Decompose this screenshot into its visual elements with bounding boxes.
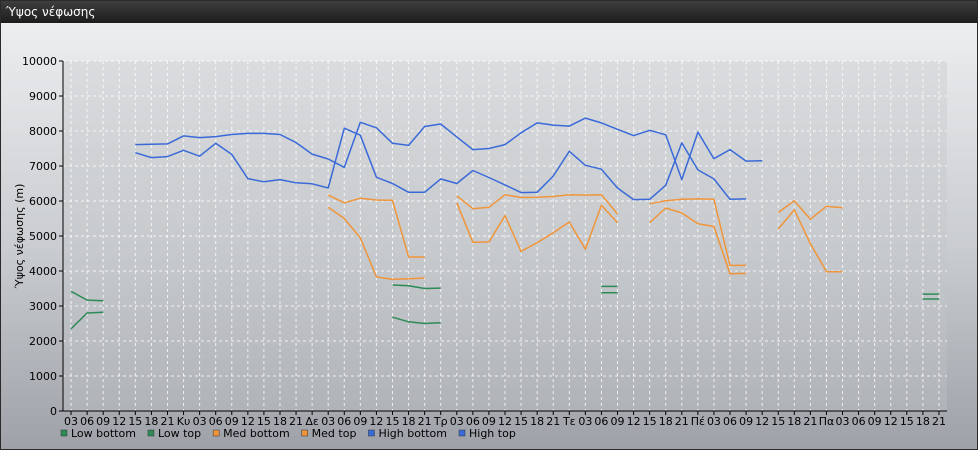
x-tick-label: Τε <box>562 415 576 428</box>
series-line-2 <box>777 209 843 273</box>
y-tick-label: 2000 <box>29 335 57 348</box>
y-tick-label: 9000 <box>29 90 57 103</box>
x-tick-label: 12 <box>112 415 126 428</box>
x-tick-label: 03 <box>450 415 464 428</box>
x-tick-label: 09 <box>482 415 496 428</box>
series-line-1 <box>70 290 104 302</box>
x-tick-label: 21 <box>418 415 432 428</box>
x-tick-label: 15 <box>514 415 528 428</box>
x-tick-label: 21 <box>932 415 946 428</box>
x-tick-label: 03 <box>193 415 207 428</box>
x-tick-label: 09 <box>353 415 367 428</box>
x-tick-label: 12 <box>627 415 641 428</box>
x-tick-label: Τρ <box>433 415 448 428</box>
x-tick-label: 21 <box>289 415 303 428</box>
legend-label-5: High top <box>469 427 516 440</box>
series-line-3 <box>649 198 747 267</box>
x-tick-label: 03 <box>64 415 78 428</box>
y-tick-label: 0 <box>50 405 57 418</box>
series-line-2 <box>456 202 619 253</box>
x-tick-label: 15 <box>257 415 271 428</box>
x-tick-label: 06 <box>594 415 608 428</box>
legend-label-4: High bottom <box>378 427 447 440</box>
x-tick-label: 03 <box>578 415 592 428</box>
x-tick-label: 21 <box>803 415 817 428</box>
legend-swatch-1 <box>147 429 155 437</box>
x-tick-label: 21 <box>675 415 689 428</box>
series-line-3 <box>456 193 619 215</box>
series-line-2 <box>649 207 747 275</box>
x-tick-label: 18 <box>916 415 930 428</box>
series-line-2 <box>327 206 425 281</box>
legend-label-3: Med top <box>312 427 357 440</box>
legend-label-1: Low top <box>158 427 201 440</box>
x-tick-label: 09 <box>225 415 239 428</box>
series-line-0 <box>70 311 104 330</box>
x-tick-label: 09 <box>96 415 110 428</box>
x-tick-label: 06 <box>723 415 737 428</box>
y-tick-label: 7000 <box>29 160 57 173</box>
y-tick-label: 4000 <box>29 265 57 278</box>
legend-label-2: Med bottom <box>223 427 290 440</box>
x-tick-label: 15 <box>771 415 785 428</box>
x-tick-label: 18 <box>659 415 673 428</box>
x-tick-label: Πέ <box>691 415 705 428</box>
series-line-4 <box>135 127 747 201</box>
x-tick-label: 18 <box>787 415 801 428</box>
series-line-0 <box>392 316 441 325</box>
x-tick-label: 06 <box>466 415 480 428</box>
x-tick-label: 21 <box>546 415 560 428</box>
x-tick-label: Κυ <box>177 415 191 428</box>
x-tick-label: 06 <box>852 415 866 428</box>
legend-swatch-5 <box>458 429 466 437</box>
x-tick-label: 06 <box>80 415 94 428</box>
x-tick-label: 18 <box>530 415 544 428</box>
x-tick-label: 15 <box>128 415 142 428</box>
x-tick-label: 09 <box>739 415 753 428</box>
x-tick-label: 12 <box>369 415 383 428</box>
y-tick-label: 5000 <box>29 230 57 243</box>
x-tick-label: 03 <box>836 415 850 428</box>
y-tick-label: 10000 <box>22 55 57 68</box>
x-tick-label: 03 <box>707 415 721 428</box>
y-tick-label: 3000 <box>29 300 57 313</box>
x-tick-label: 18 <box>273 415 287 428</box>
legend-label-0: Low bottom <box>71 427 136 440</box>
series-line-3 <box>327 194 425 258</box>
x-tick-label: 12 <box>498 415 512 428</box>
x-tick-label: 18 <box>144 415 158 428</box>
x-tick-label: 09 <box>868 415 882 428</box>
series-line-3 <box>777 199 843 220</box>
legend-swatch-4 <box>368 429 375 437</box>
y-tick-label: 8000 <box>29 125 57 138</box>
series-line-1 <box>392 284 441 290</box>
x-tick-label: 12 <box>755 415 769 428</box>
legend-swatch-2 <box>212 429 220 437</box>
x-tick-label: 06 <box>337 415 351 428</box>
y-axis-label: Ύψος νέφωσης (m) <box>13 184 26 290</box>
y-tick-label: 6000 <box>29 195 57 208</box>
legend-swatch-0 <box>60 429 68 437</box>
x-tick-label: 15 <box>643 415 657 428</box>
x-tick-label: 12 <box>884 415 898 428</box>
x-tick-label: 03 <box>321 415 335 428</box>
cloud-height-chart: 0 1000 2000 3000 4000 5000 6000 7000 8000 9000 100… <box>13 55 947 440</box>
series-line-5 <box>135 117 763 181</box>
x-tick-label: 09 <box>611 415 625 428</box>
window-title: Ύψος νέφωσης <box>1 1 977 23</box>
x-tick-label: 12 <box>241 415 255 428</box>
x-tick-label: 21 <box>160 415 174 428</box>
x-tick-label: 15 <box>900 415 914 428</box>
x-tick-label: 18 <box>402 415 416 428</box>
x-tick-label: 06 <box>209 415 223 428</box>
y-tick-label: 1000 <box>29 370 57 383</box>
x-tick-label: 15 <box>385 415 399 428</box>
x-tick-label: Δε <box>305 415 319 428</box>
legend-swatch-3 <box>301 429 308 437</box>
x-tick-label: Πα <box>819 415 835 428</box>
